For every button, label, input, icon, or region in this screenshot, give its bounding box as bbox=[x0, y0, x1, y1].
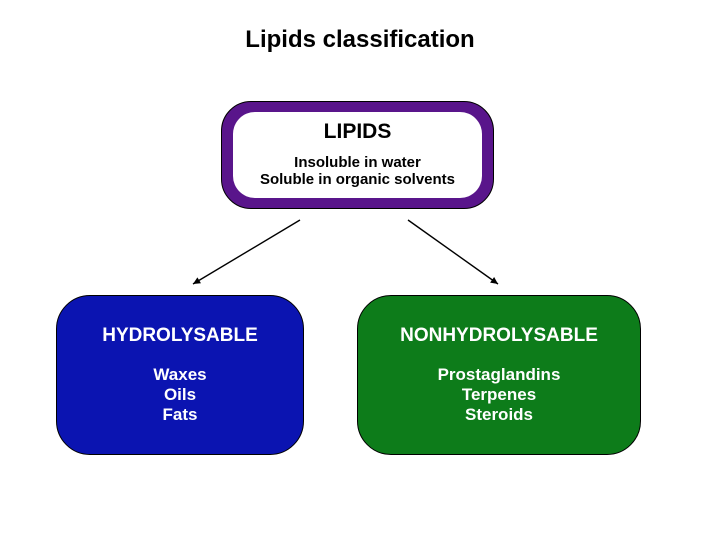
node-lipids-line1: Insoluble in water bbox=[239, 154, 476, 171]
node-nonhydrolysable-line3: Steroids bbox=[465, 405, 533, 425]
node-hydrolysable-heading: HYDROLYSABLE bbox=[102, 325, 258, 347]
node-lipids-heading: LIPIDS bbox=[239, 120, 476, 144]
connector-arrows bbox=[0, 0, 720, 540]
node-hydrolysable: HYDROLYSABLE Waxes Oils Fats bbox=[56, 295, 304, 455]
node-nonhydrolysable-line2: Terpenes bbox=[462, 385, 536, 405]
node-hydrolysable-line1: Waxes bbox=[153, 365, 206, 385]
node-nonhydrolysable: NONHYDROLYSABLE Prostaglandins Terpenes … bbox=[357, 295, 641, 455]
node-nonhydrolysable-line1: Prostaglandins bbox=[438, 365, 561, 385]
diagram-title: Lipids classification bbox=[0, 26, 720, 54]
node-lipids-line2: Soluble in organic solvents bbox=[239, 171, 476, 188]
node-hydrolysable-line2: Oils bbox=[164, 385, 196, 405]
node-hydrolysable-line3: Fats bbox=[163, 405, 198, 425]
node-nonhydrolysable-heading: NONHYDROLYSABLE bbox=[400, 325, 598, 347]
node-lipids: LIPIDS Insoluble in water Soluble in org… bbox=[221, 101, 494, 209]
title-text: Lipids classification bbox=[245, 26, 474, 53]
node-lipids-inner: LIPIDS Insoluble in water Soluble in org… bbox=[233, 112, 482, 198]
